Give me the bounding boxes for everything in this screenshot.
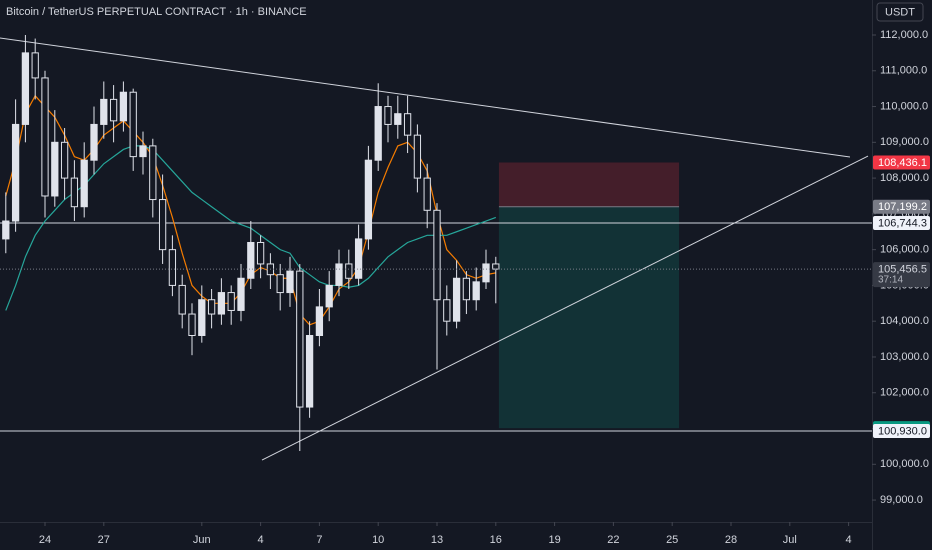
candle-body xyxy=(256,241,265,265)
candle-body xyxy=(168,249,177,286)
candle-body xyxy=(207,299,216,315)
candle-body xyxy=(315,306,324,337)
x-tick-label: Jun xyxy=(193,534,211,546)
candle-body xyxy=(41,77,49,197)
x-tick-label: 24 xyxy=(39,534,51,546)
candle-body xyxy=(217,292,226,315)
x-tick-label: 10 xyxy=(372,534,384,546)
target-zone xyxy=(498,206,680,429)
candle-body xyxy=(129,91,137,158)
candle-body xyxy=(247,241,255,279)
candle-body xyxy=(149,145,157,201)
trendline xyxy=(261,155,869,461)
candle-body xyxy=(237,277,245,311)
candle-body xyxy=(80,159,88,208)
candle-body xyxy=(198,299,206,337)
candle-body xyxy=(276,274,284,294)
candle-body xyxy=(345,263,353,279)
axes: 99,000.0100,000.0101,000.0102,000.0103,0… xyxy=(39,29,930,546)
y-tick-label: 99,000.0 xyxy=(880,494,923,506)
y-tick-label: 111,000.0 xyxy=(880,65,927,77)
candle-body xyxy=(158,199,167,251)
countdown-label: 37:14 xyxy=(878,275,903,286)
candle-body xyxy=(296,270,304,408)
candle-body xyxy=(100,98,108,125)
y-tick-label: 108,000.0 xyxy=(880,172,929,184)
candle-body xyxy=(482,263,490,283)
y-tick-label: 106,000.0 xyxy=(880,244,929,256)
y-tick-label: 104,000.0 xyxy=(880,315,929,327)
x-tick-label: 16 xyxy=(490,534,502,546)
candle-body xyxy=(325,284,333,308)
candle-body xyxy=(384,106,392,125)
candle-body xyxy=(394,113,402,125)
line-price-box xyxy=(873,216,930,231)
candle-body xyxy=(109,98,118,122)
x-tick-label: 22 xyxy=(607,534,619,546)
last-price-box xyxy=(873,262,930,288)
candle-body xyxy=(433,209,441,301)
candle-body xyxy=(462,277,471,301)
entry-price-box xyxy=(873,199,930,214)
candle-body xyxy=(492,263,500,270)
stop-price-box xyxy=(873,155,930,170)
candle-body xyxy=(70,177,79,208)
candle-body xyxy=(51,141,59,197)
candle-body xyxy=(403,113,412,136)
last-price-label: 105,456.5 xyxy=(878,263,927,275)
x-tick-label: 4 xyxy=(846,534,852,546)
candle-body xyxy=(472,281,480,301)
chart-title: Bitcoin / TetherUS PERPETUAL CONTRACT · … xyxy=(6,6,307,18)
x-tick-label: Jul xyxy=(783,534,797,546)
y-tick-label: 102,000.0 xyxy=(880,387,929,399)
currency-button[interactable] xyxy=(876,2,924,22)
x-tick-label: 13 xyxy=(431,534,443,546)
candle-body xyxy=(443,299,451,322)
candle-body xyxy=(286,270,294,294)
trendline xyxy=(0,37,851,158)
candle-body xyxy=(413,134,422,179)
x-tick-label: 27 xyxy=(98,534,110,546)
line-price-box xyxy=(873,424,930,439)
line-price-label: 106,744.3 xyxy=(878,217,927,229)
x-tick-label: 19 xyxy=(548,534,560,546)
candle-body xyxy=(188,313,196,337)
y-tick-label: 109,000.0 xyxy=(880,136,929,148)
stop-zone xyxy=(498,162,680,207)
candle-body xyxy=(452,277,461,322)
candle-body xyxy=(139,145,147,158)
y-tick-label: 100,000.0 xyxy=(880,458,929,470)
candle-body xyxy=(227,292,235,311)
x-tick-label: 4 xyxy=(258,534,264,546)
x-tick-label: 28 xyxy=(725,534,737,546)
candle-body xyxy=(423,177,431,211)
candle-body xyxy=(305,335,314,408)
candle-body xyxy=(374,106,382,161)
candle-body xyxy=(11,123,20,222)
candle-body xyxy=(119,91,128,122)
candle-body xyxy=(60,141,69,179)
currency-label[interactable]: USDT xyxy=(885,6,915,18)
x-tick-label: 25 xyxy=(666,534,678,546)
candle-body xyxy=(335,263,343,286)
candle-body xyxy=(2,220,10,240)
stop-price-label: 108,436.1 xyxy=(878,157,927,169)
candle-body xyxy=(90,123,98,161)
candle-body xyxy=(31,52,39,79)
x-tick-label: 7 xyxy=(316,534,322,546)
line-price-label: 100,930.0 xyxy=(878,425,927,437)
y-tick-label: 110,000.0 xyxy=(880,100,928,112)
entry-price-label: 107,199.2 xyxy=(878,201,927,213)
plot-area xyxy=(0,34,872,461)
candle-body xyxy=(354,238,363,279)
y-tick-label: 112,000.0 xyxy=(880,29,928,41)
candle-body xyxy=(178,284,186,315)
y-tick-label: 103,000.0 xyxy=(880,351,929,363)
candle-body xyxy=(364,159,373,240)
candle-body xyxy=(21,52,30,125)
